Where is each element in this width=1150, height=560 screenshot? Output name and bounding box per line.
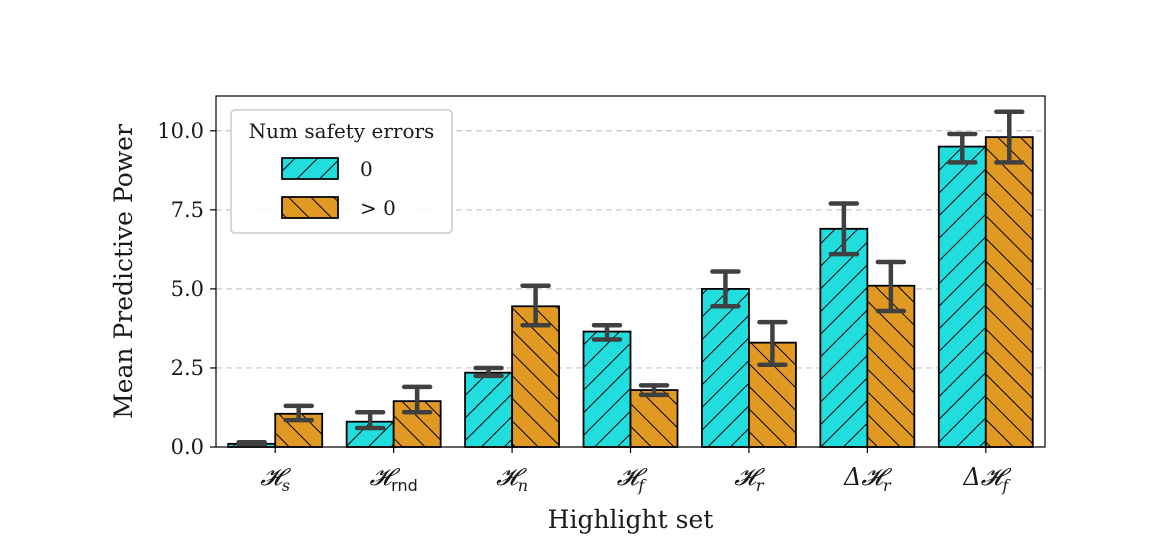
bar-hatch-series-0 bbox=[583, 331, 631, 447]
error-bar bbox=[354, 409, 386, 431]
legend-label-0: 0 bbox=[360, 157, 373, 181]
error-bar bbox=[994, 109, 1025, 165]
error-bar bbox=[828, 201, 860, 257]
error-bar bbox=[710, 269, 741, 309]
x-tick-label: 𝓗r bbox=[734, 463, 765, 495]
error-bar bbox=[591, 323, 623, 342]
y-tick-label: 10.0 bbox=[157, 119, 204, 143]
y-tick-label: 5.0 bbox=[171, 277, 204, 301]
x-axis: 𝓗s 𝓗rnd 𝓗n 𝓗f 𝓗r Δ𝓗r Δ𝓗f bbox=[260, 447, 1012, 495]
error-bar bbox=[947, 131, 978, 165]
legend-swatch-outline-1 bbox=[281, 196, 339, 219]
bars bbox=[227, 136, 1034, 448]
error-bar bbox=[473, 365, 504, 379]
x-tick-label: Δ𝓗r bbox=[843, 463, 892, 495]
legend: Num safety errors 0 > 0 bbox=[230, 109, 453, 234]
error-bar bbox=[283, 403, 314, 423]
legend-label-1: > 0 bbox=[360, 196, 396, 220]
legend-swatch-outline-0 bbox=[281, 157, 339, 180]
x-tick-label: 𝓗f bbox=[617, 463, 648, 495]
bar-hatch-series-1 bbox=[985, 137, 1033, 448]
error-bars bbox=[236, 109, 1025, 448]
x-axis-title: Highlight set bbox=[548, 505, 714, 534]
y-tick-label: 0.0 bbox=[171, 435, 204, 459]
bar-hatch-series-0 bbox=[938, 146, 986, 447]
error-bar bbox=[757, 319, 788, 368]
x-tick-label: 𝓗rnd bbox=[370, 463, 418, 495]
error-bar bbox=[520, 283, 551, 328]
bar-hatch-series-0 bbox=[701, 288, 749, 447]
bar-hatch-series-1 bbox=[630, 390, 678, 447]
error-bar bbox=[236, 440, 267, 448]
error-bar bbox=[401, 384, 433, 415]
y-tick-label: 2.5 bbox=[171, 356, 204, 380]
y-axis-title: Mean Predictive Power bbox=[109, 124, 138, 419]
error-bar bbox=[875, 259, 907, 314]
y-tick-label: 7.5 bbox=[171, 198, 204, 222]
error-bar bbox=[638, 383, 670, 398]
bar-hatch-series-0 bbox=[820, 228, 868, 447]
legend-hatch-1 bbox=[282, 197, 338, 218]
x-tick-label: Δ𝓗f bbox=[962, 463, 1011, 495]
x-tick-label: 𝓗n bbox=[496, 463, 528, 495]
y-axis: 0.0 2.5 5.0 7.5 10.0 bbox=[157, 119, 216, 459]
legend-hatch-0 bbox=[282, 158, 338, 179]
bar-hatch-series-1 bbox=[512, 306, 560, 447]
legend-title: Num safety errors bbox=[249, 119, 435, 143]
bar-hatch-series-0 bbox=[465, 372, 513, 447]
x-tick-label: 𝓗s bbox=[260, 463, 291, 495]
